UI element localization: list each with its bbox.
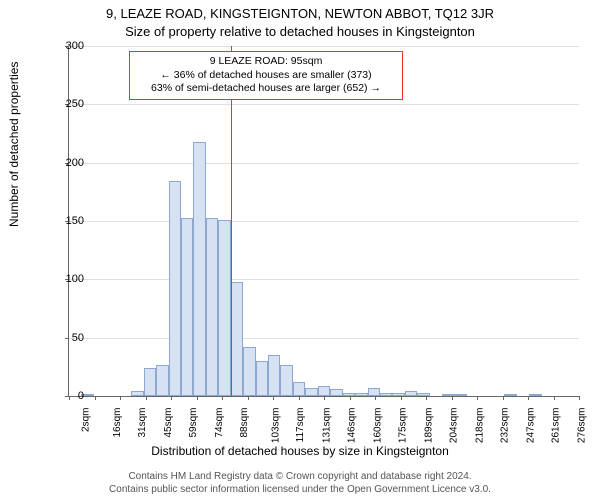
histogram-bar [405,391,417,396]
xtick-mark [426,396,427,400]
histogram-bar [181,218,193,397]
xtick-mark [69,396,70,400]
xtick-label: 31sqm [137,408,148,438]
ytick-label: 200 [66,157,84,169]
annotation-line: 9 LEAZE ROAD: 95sqm [136,55,396,69]
histogram-bar [305,388,317,396]
xtick-label: 45sqm [163,408,174,438]
histogram-bar [156,365,168,397]
histogram-bar [144,368,156,396]
ytick-mark [65,338,69,339]
ytick-label: 300 [66,40,84,52]
xtick-label: 175sqm [398,408,409,444]
histogram-bar [243,347,255,396]
xtick-mark [95,396,96,400]
histogram-bar [131,391,143,396]
ytick-label: 0 [78,390,84,402]
xtick-label: 59sqm [188,408,199,438]
gridline [69,221,579,222]
histogram-bar [417,393,429,397]
xtick-label: 160sqm [372,408,383,444]
title-main: 9, LEAZE ROAD, KINGSTEIGNTON, NEWTON ABB… [0,6,600,21]
xtick-mark [528,396,529,400]
histogram-bar [169,181,181,396]
histogram-bar [455,394,467,396]
xtick-mark [273,396,274,400]
annotation-line: 63% of semi-detached houses are larger (… [136,82,396,96]
histogram-bar [529,394,541,396]
footer-line-2: Contains public sector information licen… [0,483,600,496]
chart-container: 9, LEAZE ROAD, KINGSTEIGNTON, NEWTON ABB… [0,0,600,500]
histogram-bar [206,218,218,397]
histogram-bar [355,393,367,397]
annotation-line: ← 36% of detached houses are smaller (37… [136,69,396,83]
histogram-bar [504,394,516,396]
xtick-mark [375,396,376,400]
xtick-label: 74sqm [214,408,225,438]
xtick-mark [299,396,300,400]
footer: Contains HM Land Registry data © Crown c… [0,470,600,496]
xtick-mark [324,396,325,400]
title-sub: Size of property relative to detached ho… [0,24,600,39]
histogram-bar [280,365,292,397]
xtick-label: 16sqm [112,408,123,438]
histogram-bar [380,393,392,397]
xtick-label: 2sqm [80,408,91,432]
xtick-label: 218sqm [474,408,485,444]
histogram-bar [442,394,454,396]
xtick-mark [350,396,351,400]
gridline [69,163,579,164]
xtick-mark [503,396,504,400]
ytick-label: 250 [66,98,84,110]
xtick-mark [579,396,580,400]
histogram-bar [318,386,330,397]
histogram-bar [256,361,268,396]
xtick-label: 276sqm [576,408,587,444]
ytick-label: 50 [72,332,84,344]
histogram-bar [368,388,380,396]
x-axis-label: Distribution of detached houses by size … [0,444,600,458]
ytick-label: 150 [66,215,84,227]
xtick-label: 146sqm [347,408,358,444]
annotation-box: 9 LEAZE ROAD: 95sqm← 36% of detached hou… [129,51,403,100]
histogram-bar [218,220,230,396]
gridline [69,338,579,339]
chart-area: 2sqm16sqm31sqm45sqm59sqm74sqm88sqm103sqm… [68,46,579,397]
xtick-mark [171,396,172,400]
ytick-label: 100 [66,273,84,285]
xtick-mark [401,396,402,400]
xtick-mark [452,396,453,400]
xtick-mark [120,396,121,400]
xtick-label: 131sqm [321,408,332,444]
xtick-label: 88sqm [239,408,250,438]
xtick-label: 117sqm [295,408,306,443]
gridline [69,46,579,47]
xtick-mark [477,396,478,400]
gridline [69,104,579,105]
xtick-label: 232sqm [500,408,511,444]
xtick-label: 261sqm [551,408,562,444]
gridline [69,279,579,280]
xtick-mark [248,396,249,400]
histogram-bar [330,389,342,396]
xtick-label: 247sqm [525,408,536,444]
xtick-label: 204sqm [449,408,460,444]
histogram-bar [231,282,243,396]
histogram-bar [293,382,305,396]
histogram-bar [392,393,404,397]
histogram-bar [268,355,280,396]
histogram-bar [193,142,205,396]
xtick-mark [222,396,223,400]
footer-line-1: Contains HM Land Registry data © Crown c… [0,470,600,483]
xtick-mark [554,396,555,400]
y-axis-label: Number of detached properties [7,62,21,227]
xtick-label: 189sqm [423,408,434,444]
xtick-mark [197,396,198,400]
xtick-label: 103sqm [270,408,281,444]
xtick-mark [146,396,147,400]
